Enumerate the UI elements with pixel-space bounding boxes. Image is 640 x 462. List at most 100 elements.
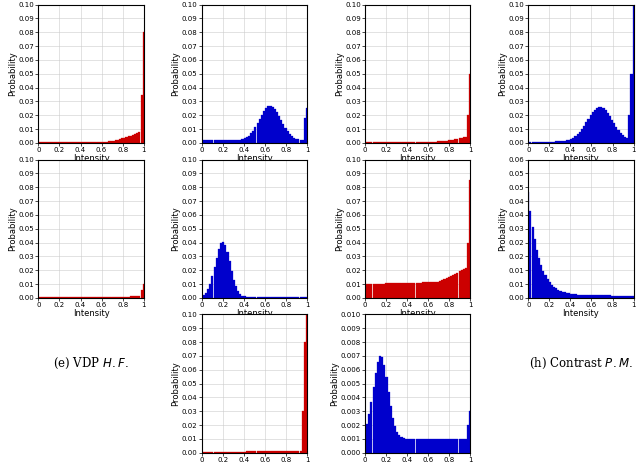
- Bar: [454, 139, 456, 143]
- Bar: [52, 141, 54, 143]
- Bar: [409, 141, 411, 143]
- Bar: [67, 141, 70, 143]
- Bar: [381, 141, 383, 143]
- Bar: [374, 141, 377, 143]
- Bar: [452, 439, 454, 453]
- Bar: [244, 297, 246, 298]
- Bar: [383, 284, 385, 298]
- Bar: [276, 112, 278, 143]
- Bar: [450, 276, 452, 298]
- Bar: [420, 439, 422, 453]
- Bar: [418, 141, 420, 143]
- Bar: [220, 243, 222, 298]
- Bar: [415, 283, 418, 298]
- Bar: [301, 297, 304, 298]
- Bar: [72, 141, 74, 143]
- Bar: [372, 388, 374, 453]
- Bar: [572, 294, 575, 298]
- Text: (a) DCP $\mathit{H.F.}$: (a) DCP $\mathit{H.F.}$: [53, 201, 129, 216]
- Bar: [130, 135, 132, 143]
- Y-axis label: Probability: Probability: [8, 207, 17, 251]
- Bar: [282, 297, 284, 298]
- Bar: [409, 439, 411, 453]
- Bar: [433, 141, 435, 143]
- Bar: [452, 275, 454, 298]
- Bar: [205, 140, 207, 143]
- Bar: [280, 297, 282, 298]
- Bar: [570, 139, 572, 143]
- Bar: [592, 295, 594, 298]
- Bar: [442, 141, 444, 143]
- Bar: [531, 226, 534, 298]
- Bar: [252, 131, 254, 143]
- Bar: [117, 297, 119, 298]
- Bar: [613, 296, 615, 298]
- X-axis label: Intensity: Intensity: [563, 154, 599, 164]
- Bar: [413, 141, 415, 143]
- Bar: [452, 140, 454, 143]
- Bar: [388, 283, 390, 298]
- Bar: [442, 439, 444, 453]
- Bar: [274, 297, 276, 298]
- Bar: [132, 135, 134, 143]
- Bar: [377, 141, 379, 143]
- Bar: [40, 141, 42, 143]
- Y-axis label: Probability: Probability: [335, 51, 344, 96]
- Bar: [95, 141, 97, 143]
- Y-axis label: Probability: Probability: [8, 51, 17, 96]
- Bar: [218, 249, 220, 298]
- Bar: [246, 451, 248, 453]
- Bar: [450, 140, 452, 143]
- Bar: [592, 112, 594, 143]
- Bar: [222, 140, 224, 143]
- Bar: [422, 439, 424, 453]
- Bar: [445, 140, 448, 143]
- Bar: [442, 280, 444, 298]
- Bar: [214, 452, 216, 453]
- Bar: [231, 140, 233, 143]
- Bar: [259, 119, 260, 143]
- Bar: [622, 296, 624, 298]
- Bar: [596, 295, 598, 298]
- Bar: [136, 133, 138, 143]
- Bar: [613, 123, 615, 143]
- Bar: [289, 451, 291, 453]
- Bar: [379, 141, 381, 143]
- Bar: [231, 452, 233, 453]
- Bar: [620, 133, 621, 143]
- X-axis label: Intensity: Intensity: [399, 310, 436, 318]
- Bar: [390, 283, 392, 298]
- Bar: [252, 297, 254, 298]
- Bar: [407, 141, 409, 143]
- Bar: [300, 297, 301, 298]
- Bar: [220, 452, 222, 453]
- Bar: [57, 141, 59, 143]
- Bar: [254, 127, 257, 143]
- Bar: [227, 140, 228, 143]
- Bar: [111, 297, 113, 298]
- Text: (h) Contrast $\mathit{P.M.}$: (h) Contrast $\mathit{P.M.}$: [529, 356, 633, 371]
- Y-axis label: Probability: Probability: [335, 207, 344, 251]
- Bar: [600, 107, 602, 143]
- Bar: [263, 297, 265, 298]
- Bar: [557, 290, 559, 298]
- Bar: [413, 439, 415, 453]
- Bar: [422, 141, 424, 143]
- Bar: [444, 439, 445, 453]
- Bar: [422, 282, 424, 298]
- Bar: [589, 115, 591, 143]
- Bar: [588, 119, 589, 143]
- Bar: [396, 141, 398, 143]
- Bar: [598, 107, 600, 143]
- Bar: [433, 439, 435, 453]
- Bar: [469, 74, 472, 143]
- Bar: [259, 451, 260, 453]
- Bar: [89, 141, 91, 143]
- Y-axis label: Probability: Probability: [330, 361, 339, 406]
- Bar: [618, 130, 620, 143]
- Text: (b) DCP $\mathit{P.M.}$: (b) DCP $\mathit{P.M.}$: [215, 201, 294, 216]
- Bar: [228, 261, 230, 298]
- Bar: [268, 106, 269, 143]
- Bar: [205, 452, 207, 453]
- Bar: [458, 439, 461, 453]
